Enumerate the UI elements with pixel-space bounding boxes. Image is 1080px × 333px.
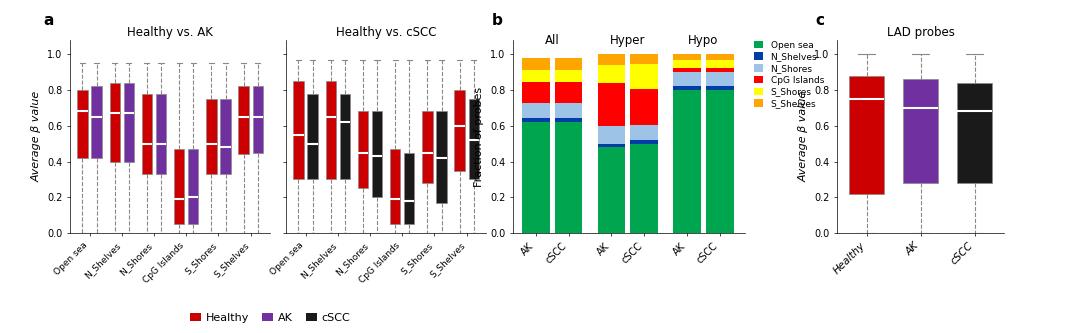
- Legend: Open sea, N_Shelves, N_Shores, CpG Islands, S_Shores, S_Shelves: Open sea, N_Shelves, N_Shores, CpG Islan…: [754, 41, 824, 108]
- Bar: [673, 68, 701, 72]
- Bar: [673, 90, 701, 233]
- Bar: [555, 82, 582, 104]
- Bar: [706, 90, 733, 233]
- Bar: [706, 86, 733, 90]
- Bar: [631, 65, 658, 89]
- PathPatch shape: [325, 81, 336, 179]
- Text: b: b: [491, 13, 502, 28]
- Bar: [631, 89, 658, 125]
- Bar: [522, 82, 550, 104]
- PathPatch shape: [141, 94, 152, 174]
- PathPatch shape: [357, 112, 368, 188]
- Legend: Healthy, AK, cSCC: Healthy, AK, cSCC: [186, 309, 354, 327]
- PathPatch shape: [92, 87, 102, 158]
- Bar: [522, 58, 550, 70]
- PathPatch shape: [422, 112, 432, 183]
- Bar: [555, 70, 582, 82]
- Bar: [631, 144, 658, 233]
- PathPatch shape: [372, 112, 382, 197]
- PathPatch shape: [188, 149, 199, 224]
- Bar: [706, 72, 733, 86]
- Bar: [631, 54, 658, 65]
- Bar: [597, 83, 625, 126]
- Bar: [522, 118, 550, 122]
- Title: LAD probes: LAD probes: [887, 26, 955, 39]
- Text: Hypo: Hypo: [688, 34, 719, 47]
- Bar: [522, 70, 550, 82]
- PathPatch shape: [390, 149, 401, 224]
- Title: Healthy vs. AK: Healthy vs. AK: [127, 26, 213, 39]
- Title: Healthy vs. cSCC: Healthy vs. cSCC: [336, 26, 436, 39]
- PathPatch shape: [455, 90, 464, 170]
- Text: All: All: [544, 34, 559, 47]
- PathPatch shape: [174, 149, 185, 224]
- Bar: [631, 140, 658, 144]
- PathPatch shape: [294, 81, 303, 179]
- PathPatch shape: [404, 153, 415, 224]
- Bar: [555, 122, 582, 233]
- Bar: [597, 65, 625, 83]
- PathPatch shape: [239, 87, 248, 155]
- Y-axis label: Fraction of probes: Fraction of probes: [474, 87, 485, 186]
- PathPatch shape: [253, 87, 262, 153]
- Bar: [522, 122, 550, 233]
- PathPatch shape: [78, 90, 87, 158]
- Bar: [631, 125, 658, 140]
- Bar: [706, 60, 733, 68]
- Bar: [597, 144, 625, 147]
- Bar: [673, 86, 701, 90]
- PathPatch shape: [903, 79, 939, 183]
- PathPatch shape: [849, 76, 885, 194]
- Bar: [673, 72, 701, 86]
- Bar: [555, 104, 582, 118]
- Bar: [597, 54, 625, 65]
- PathPatch shape: [308, 94, 318, 179]
- PathPatch shape: [957, 83, 993, 183]
- PathPatch shape: [156, 94, 166, 174]
- Bar: [555, 118, 582, 122]
- Bar: [673, 54, 701, 60]
- Bar: [673, 60, 701, 68]
- Bar: [522, 104, 550, 118]
- Text: a: a: [43, 13, 54, 28]
- Text: Hyper: Hyper: [610, 34, 646, 47]
- PathPatch shape: [124, 83, 134, 162]
- Bar: [555, 58, 582, 70]
- Text: c: c: [815, 13, 824, 28]
- Y-axis label: Average β value: Average β value: [31, 91, 42, 182]
- Y-axis label: Average β value: Average β value: [798, 91, 809, 182]
- Bar: [597, 147, 625, 233]
- Bar: [706, 68, 733, 72]
- PathPatch shape: [436, 112, 447, 203]
- PathPatch shape: [340, 94, 350, 179]
- PathPatch shape: [206, 99, 216, 174]
- Bar: [597, 126, 625, 144]
- Bar: [706, 54, 733, 60]
- PathPatch shape: [469, 99, 478, 179]
- PathPatch shape: [109, 83, 120, 162]
- PathPatch shape: [220, 99, 231, 174]
